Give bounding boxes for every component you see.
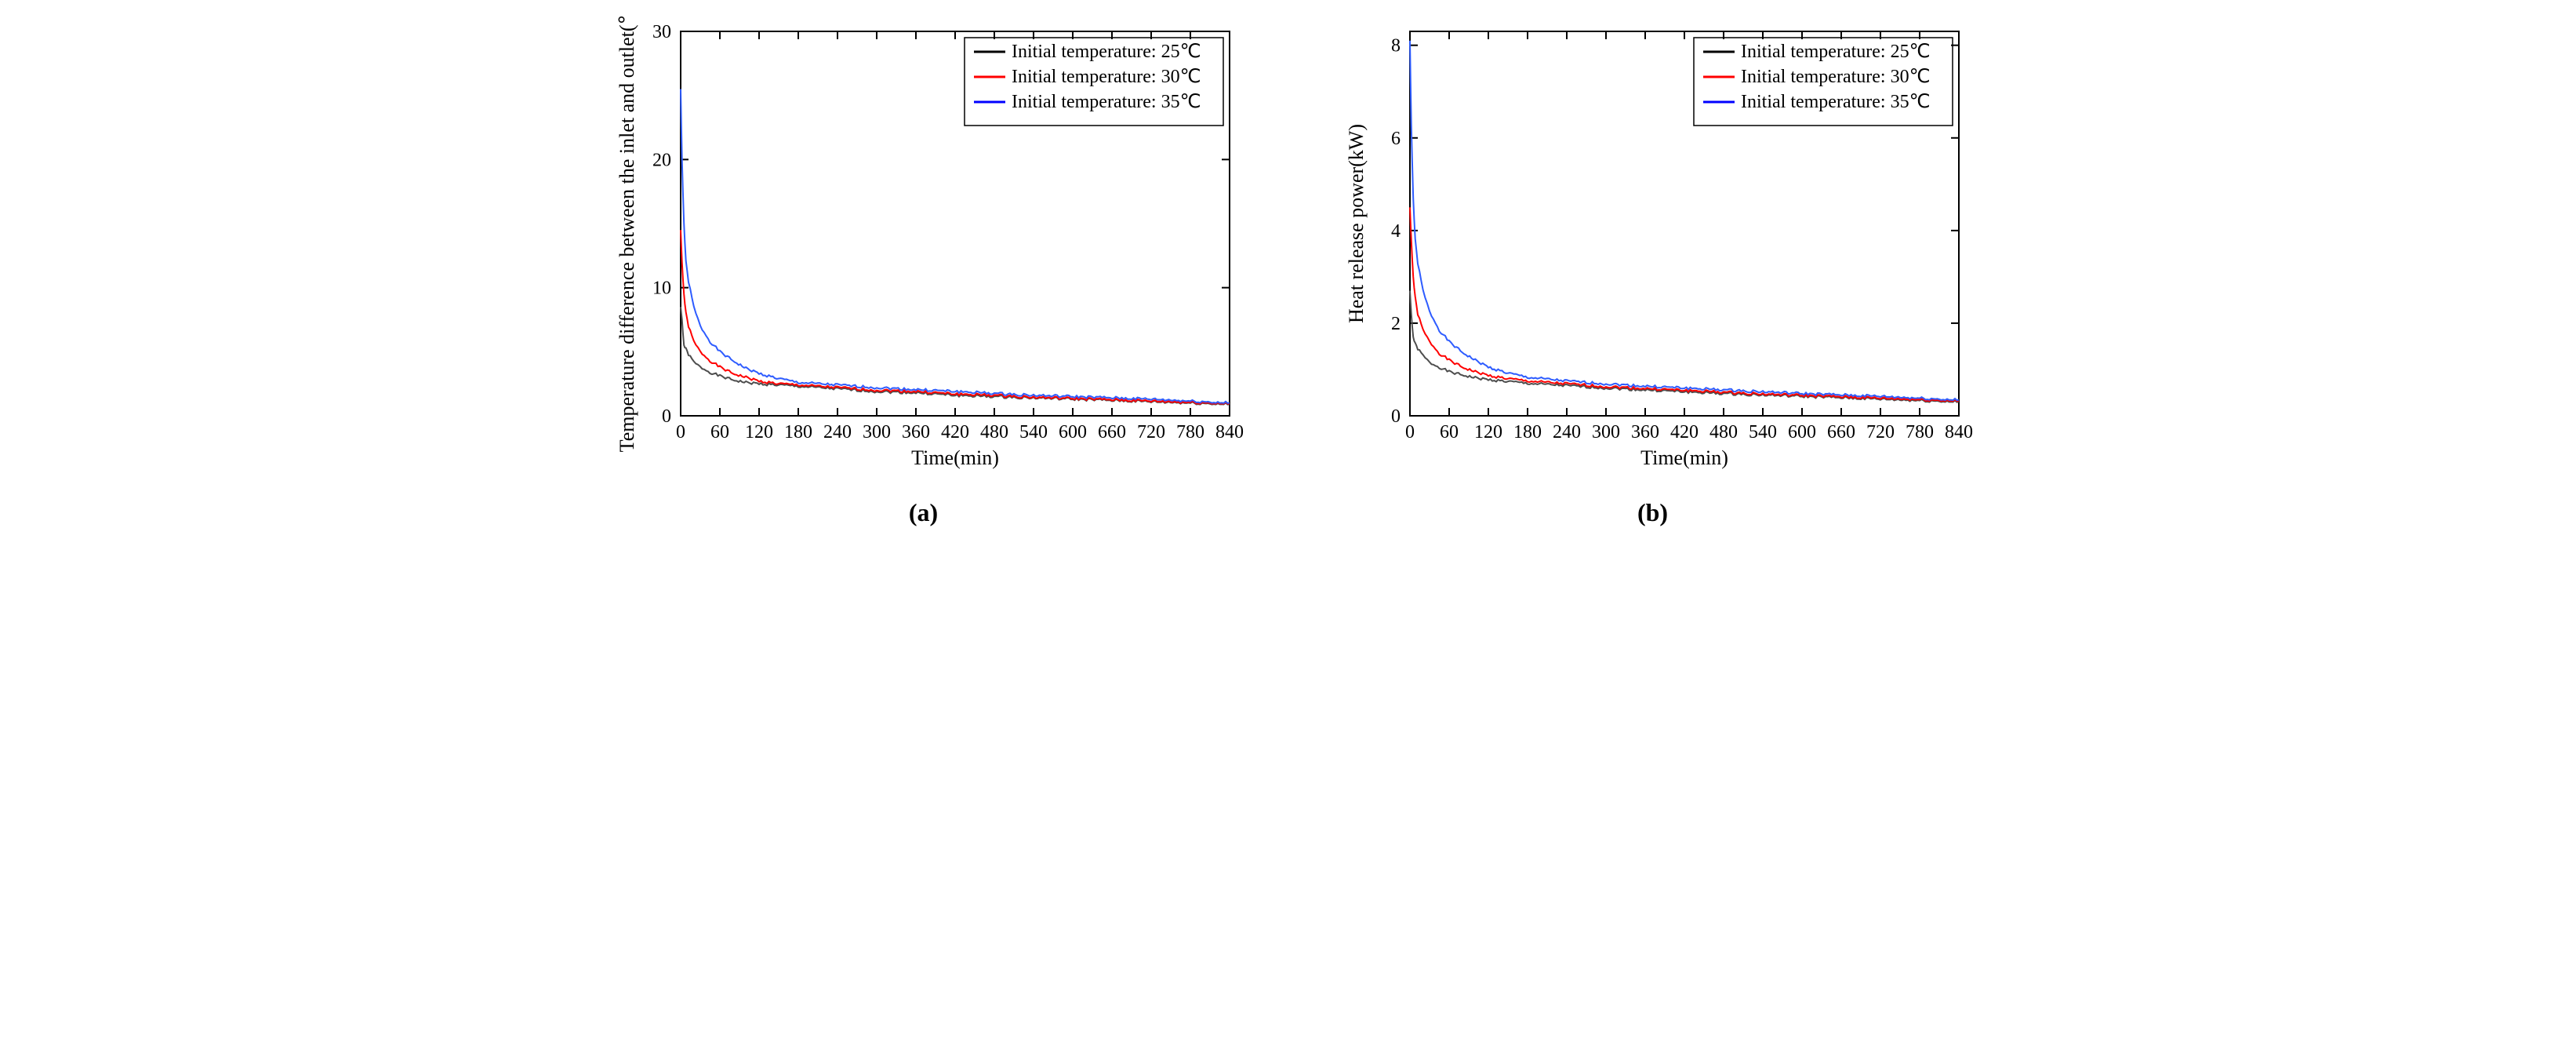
svg-text:120: 120 <box>1474 422 1502 442</box>
svg-text:660: 660 <box>1827 422 1855 442</box>
chart-a-wrap: 0601201802403003604204805406006607207808… <box>602 16 1245 479</box>
sublabel-a: (a) <box>909 498 938 527</box>
svg-text:60: 60 <box>1440 422 1459 442</box>
svg-text:600: 600 <box>1788 422 1816 442</box>
svg-text:20: 20 <box>652 150 671 170</box>
svg-text:Time(min): Time(min) <box>1640 446 1728 469</box>
svg-text:180: 180 <box>1513 422 1542 442</box>
figure-row: 0601201802403003604204805406006607207808… <box>583 16 1994 527</box>
panel-b: 0601201802403003604204805406006607207808… <box>1332 16 1975 527</box>
svg-text:Heat release power(kW): Heat release power(kW) <box>1345 124 1368 323</box>
svg-text:0: 0 <box>662 406 671 427</box>
svg-text:Initial temperature: 35℃: Initial temperature: 35℃ <box>1741 92 1931 112</box>
svg-text:660: 660 <box>1098 422 1126 442</box>
chart-a: 0601201802403003604204805406006607207808… <box>602 16 1245 479</box>
chart-b-wrap: 0601201802403003604204805406006607207808… <box>1332 16 1975 479</box>
svg-text:540: 540 <box>1019 422 1048 442</box>
svg-text:Time(min): Time(min) <box>911 446 999 469</box>
svg-text:4: 4 <box>1391 221 1401 242</box>
sublabel-b: (b) <box>1637 498 1668 527</box>
svg-text:360: 360 <box>1631 422 1659 442</box>
svg-text:180: 180 <box>784 422 812 442</box>
svg-text:300: 300 <box>863 422 891 442</box>
svg-text:360: 360 <box>902 422 930 442</box>
svg-text:2: 2 <box>1391 314 1401 334</box>
chart-b: 0601201802403003604204805406006607207808… <box>1332 16 1975 479</box>
svg-text:Initial temperature: 25℃: Initial temperature: 25℃ <box>1741 42 1931 62</box>
svg-text:600: 600 <box>1059 422 1087 442</box>
svg-text:420: 420 <box>1670 422 1699 442</box>
svg-text:780: 780 <box>1906 422 1934 442</box>
svg-text:60: 60 <box>710 422 729 442</box>
svg-text:8: 8 <box>1391 36 1401 56</box>
panel-a: 0601201802403003604204805406006607207808… <box>602 16 1245 527</box>
svg-text:Initial temperature: 30℃: Initial temperature: 30℃ <box>1012 67 1201 87</box>
svg-text:420: 420 <box>941 422 969 442</box>
svg-text:720: 720 <box>1137 422 1165 442</box>
svg-text:300: 300 <box>1592 422 1620 442</box>
svg-text:Initial temperature: 35℃: Initial temperature: 35℃ <box>1012 92 1201 112</box>
svg-text:30: 30 <box>652 22 671 42</box>
svg-text:0: 0 <box>676 422 685 442</box>
svg-text:120: 120 <box>745 422 773 442</box>
svg-text:240: 240 <box>1553 422 1581 442</box>
svg-text:6: 6 <box>1391 129 1401 149</box>
svg-text:480: 480 <box>1709 422 1738 442</box>
svg-text:0: 0 <box>1405 422 1415 442</box>
svg-text:0: 0 <box>1391 406 1401 427</box>
svg-text:720: 720 <box>1866 422 1895 442</box>
svg-text:240: 240 <box>823 422 852 442</box>
svg-text:10: 10 <box>652 279 671 299</box>
svg-text:Initial temperature: 25℃: Initial temperature: 25℃ <box>1012 42 1201 62</box>
svg-text:780: 780 <box>1176 422 1204 442</box>
svg-text:840: 840 <box>1945 422 1973 442</box>
svg-text:840: 840 <box>1215 422 1244 442</box>
svg-text:Temperature difference between: Temperature difference between the inlet… <box>616 16 638 452</box>
svg-text:Initial temperature: 30℃: Initial temperature: 30℃ <box>1741 67 1931 87</box>
svg-text:540: 540 <box>1749 422 1777 442</box>
svg-text:480: 480 <box>980 422 1008 442</box>
